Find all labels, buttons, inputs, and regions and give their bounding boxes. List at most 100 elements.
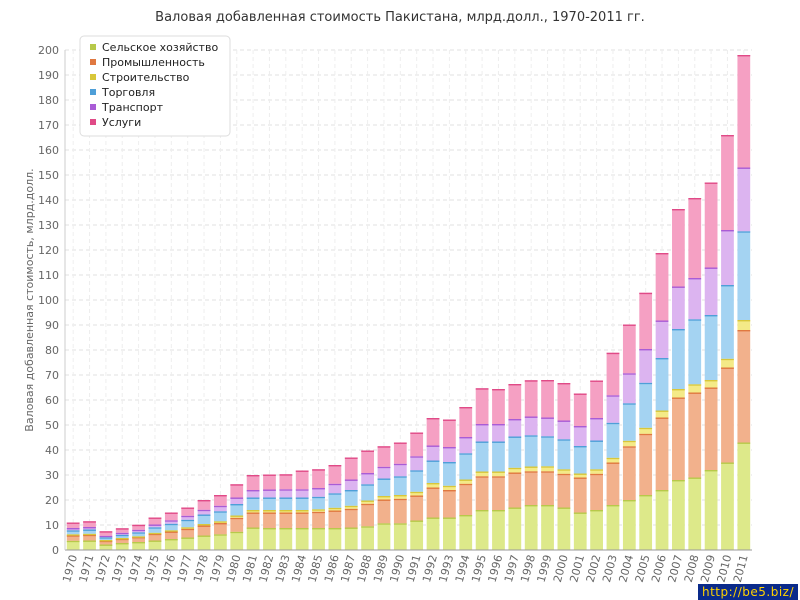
bar-segment-edge (115, 538, 129, 540)
bar-segment-edge (393, 463, 407, 466)
bar-segment-edge (688, 278, 702, 280)
bar-segment (230, 497, 244, 504)
bar-segment (410, 491, 424, 496)
bar-segment (606, 395, 620, 423)
bar-segment-edge (541, 466, 554, 468)
bar-segment-edge (148, 533, 162, 536)
bar-segment-edge (263, 528, 276, 530)
bar-segment-edge (164, 531, 178, 533)
bar-segment (410, 470, 424, 492)
bar-segment (393, 498, 407, 524)
bar-segment-edge (655, 320, 669, 322)
y-tick-label: 120 (38, 244, 59, 257)
bar-segment (704, 380, 718, 388)
bar-segment (377, 466, 391, 479)
bar-segment (655, 253, 669, 321)
bar-segment-edge (524, 505, 538, 507)
y-axis-label: Валовая добавленная стоимость, млрд.долл… (23, 168, 36, 431)
bar-segment (655, 410, 669, 418)
bar-segment (721, 135, 734, 230)
y-tick-label: 100 (38, 294, 59, 307)
bar-segment-edge (197, 525, 211, 527)
bar-segment (606, 352, 620, 396)
bar-segment-edge (475, 510, 489, 512)
bar-segment (115, 538, 129, 543)
bar-segment (279, 474, 293, 490)
bar-segment (279, 512, 293, 528)
bar-segment-edge (426, 517, 440, 519)
legend-label: Строительство (102, 71, 190, 84)
bar-segment (541, 466, 554, 472)
bar-segment (312, 469, 325, 488)
bar-segment-edge (214, 495, 227, 497)
bar-segment (459, 515, 473, 550)
bar-segment-edge (361, 484, 374, 486)
bar-segment (459, 483, 473, 515)
bar-segment (214, 534, 227, 550)
bar-segment (197, 535, 211, 550)
bar-segment-edge (263, 474, 276, 476)
bar-segment (459, 453, 473, 480)
bar-segment-edge (99, 544, 113, 546)
y-tick-label: 110 (38, 269, 59, 282)
bar-segment (426, 483, 440, 488)
bar-segment (328, 528, 342, 550)
bar-segment-edge (459, 515, 473, 517)
bar-segment (66, 530, 80, 535)
y-tick-label: 80 (45, 344, 59, 357)
bar-segment-edge (361, 526, 374, 528)
bar-segment-edge (541, 471, 554, 473)
bar-segment-edge (426, 418, 440, 420)
legend-label: Торговля (101, 86, 155, 99)
y-tick-label: 170 (38, 119, 59, 132)
bar-segment (639, 495, 653, 550)
bar-segment-edge (66, 535, 80, 537)
y-tick-label: 160 (38, 144, 59, 157)
bar-segment (672, 286, 685, 329)
bar-segment-edge (344, 490, 358, 492)
bar-segment (410, 432, 424, 457)
bar-segment (508, 436, 522, 468)
bar-segment (410, 495, 424, 521)
bar-segment-edge (672, 389, 685, 391)
bar-segment-edge (214, 505, 227, 508)
bar-segment (181, 507, 195, 516)
bar-segment (557, 507, 571, 550)
bar-segment-edge (737, 55, 751, 57)
bar-segment-edge (639, 382, 653, 385)
bar-segment-edge (181, 527, 195, 529)
bar-segment-edge (377, 478, 391, 480)
watermark-link[interactable]: http://be5.biz/ (697, 584, 798, 600)
bar-segment-edge (361, 503, 374, 506)
bar-segment (214, 511, 227, 522)
bar-segment (197, 514, 211, 524)
bar-segment (214, 523, 227, 535)
bar-segment-edge (230, 515, 244, 517)
bar-segment (639, 349, 653, 383)
bar-segment (83, 540, 96, 550)
bar-segment-edge (83, 529, 96, 531)
bar-segment (737, 320, 751, 330)
bar-segment (737, 330, 751, 443)
bar-segment-edge (279, 474, 293, 476)
bar-segment-edge (164, 539, 178, 541)
bar-segment-edge (492, 476, 505, 478)
bar-segment-edge (377, 523, 391, 525)
bar-segment (230, 504, 244, 516)
bar-segment-edge (606, 462, 620, 464)
bar-segment (639, 382, 653, 428)
bar-segment-edge (344, 479, 358, 481)
bar-segment-edge (672, 480, 685, 482)
bar-segment-edge (573, 446, 587, 448)
bar-segment-edge (246, 510, 260, 512)
bar-segment (230, 517, 244, 532)
bar-segment (246, 497, 260, 510)
bar-segment (508, 472, 522, 508)
bar-segment-edge (361, 473, 374, 475)
bar-segment-edge (475, 476, 489, 478)
legend-swatch (90, 119, 96, 125)
bar-segment-edge (443, 517, 456, 519)
bar-segment-edge (197, 524, 211, 526)
bar-segment (475, 441, 489, 472)
bar-segment-edge (66, 530, 80, 532)
